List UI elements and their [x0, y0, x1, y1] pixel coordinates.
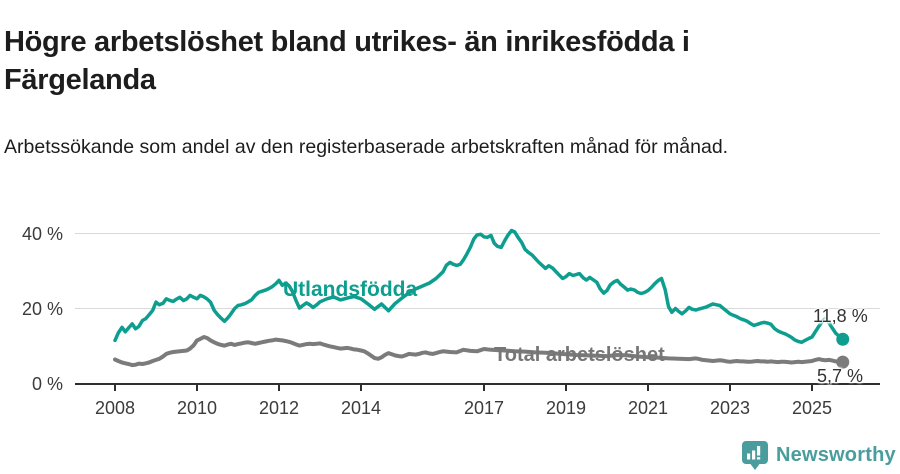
end-dot-total — [836, 355, 850, 369]
series-line-utlandsfodda — [113, 228, 845, 345]
x-tick-label: 2025 — [792, 398, 832, 418]
y-tick-label: 20 % — [22, 299, 63, 319]
end-dot-utlandsfodda — [836, 332, 850, 346]
end-value-utlandsfodda: 11,8 % — [813, 306, 868, 326]
newsworthy-pin-icon — [742, 441, 768, 470]
x-tick-label: 2023 — [710, 398, 750, 418]
end-value-total: 5,7 % — [817, 366, 864, 386]
x-tick-label: 2008 — [95, 398, 135, 418]
x-tick-label: 2017 — [464, 398, 504, 418]
series-label-utlandsfodda: Utlandsfödda — [283, 278, 418, 301]
chart-subtitle: Arbetssökande som andel av den registerb… — [4, 135, 729, 158]
x-tick-label: 2019 — [546, 398, 586, 418]
x-tick-label: 2014 — [341, 398, 381, 418]
newsworthy-logo: Newsworthy — [742, 441, 896, 470]
y-tick-label: 40 % — [22, 224, 63, 244]
chart-title: Högre arbetslöshet bland utrikes- än inr… — [4, 26, 690, 97]
x-tick-label: 2021 — [628, 398, 668, 418]
y-tick-label: 0 % — [32, 374, 63, 394]
brand-name: Newsworthy — [776, 444, 896, 466]
series-label-total: Total arbetslöshet — [494, 344, 665, 366]
x-tick-label: 2010 — [177, 398, 217, 418]
x-tick-label: 2012 — [259, 398, 299, 418]
series-line-total — [113, 335, 845, 368]
